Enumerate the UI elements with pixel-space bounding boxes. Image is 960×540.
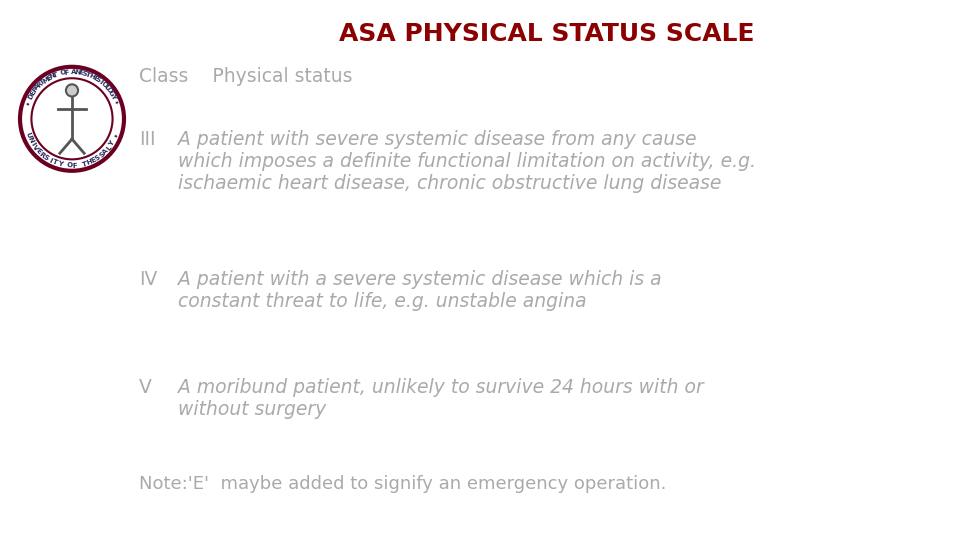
Text: L: L: [103, 84, 110, 91]
Text: S: S: [42, 154, 50, 161]
Text: N: N: [74, 69, 81, 76]
Text: F: F: [63, 69, 69, 76]
Text: IV: IV: [139, 270, 157, 289]
Text: R: R: [38, 151, 46, 159]
Text: S: S: [94, 76, 102, 84]
Text: O: O: [66, 163, 73, 168]
Text: F: F: [72, 163, 77, 168]
Text: T: T: [53, 71, 60, 79]
Text: H: H: [87, 72, 96, 80]
Text: ASA PHYSICAL STATUS SCALE: ASA PHYSICAL STATUS SCALE: [340, 22, 755, 45]
Text: V: V: [139, 378, 152, 397]
Text: O: O: [105, 86, 113, 94]
Text: E: E: [91, 74, 99, 82]
Text: A: A: [102, 147, 109, 156]
Text: V: V: [32, 144, 39, 152]
Text: III: III: [139, 130, 156, 148]
Text: E: E: [29, 89, 36, 97]
Text: Y: Y: [108, 140, 115, 147]
Ellipse shape: [34, 80, 110, 157]
Text: T: T: [84, 71, 91, 79]
Text: G: G: [107, 89, 115, 97]
Text: U: U: [24, 131, 32, 138]
Text: E: E: [45, 74, 53, 82]
Text: •: •: [112, 100, 120, 106]
Text: D: D: [27, 92, 36, 100]
Circle shape: [66, 84, 78, 97]
Text: L: L: [105, 144, 112, 151]
Text: •: •: [112, 132, 120, 138]
Text: I: I: [48, 157, 53, 164]
Text: A: A: [71, 69, 77, 75]
Text: A moribund patient, unlikely to survive 24 hours with or
without surgery: A moribund patient, unlikely to survive …: [178, 378, 704, 419]
Text: O: O: [60, 69, 66, 77]
Text: •: •: [24, 100, 32, 106]
Text: M: M: [41, 76, 51, 84]
Text: E: E: [90, 157, 97, 164]
Text: A patient with severe systemic disease from any cause
which imposes a definite f: A patient with severe systemic disease f…: [178, 130, 756, 193]
Text: T: T: [39, 78, 47, 86]
Text: H: H: [85, 159, 93, 166]
Text: O: O: [100, 80, 108, 89]
Text: Y: Y: [109, 92, 117, 100]
Text: S: S: [98, 151, 106, 159]
Text: T: T: [81, 160, 87, 167]
Text: E: E: [35, 148, 42, 156]
Text: A: A: [34, 83, 41, 91]
Text: E: E: [79, 70, 84, 76]
Text: Y: Y: [57, 160, 63, 167]
Text: Note:'E'  maybe added to signify an emergency operation.: Note:'E' maybe added to signify an emerg…: [139, 475, 666, 493]
Text: N: N: [26, 136, 34, 143]
Text: I: I: [98, 79, 104, 85]
Text: A patient with a severe systemic disease which is a
constant threat to life, e.g: A patient with a severe systemic disease…: [178, 270, 661, 311]
Text: S: S: [82, 70, 88, 77]
Text: Class    Physical status: Class Physical status: [139, 68, 352, 86]
Ellipse shape: [20, 67, 124, 171]
Text: I: I: [29, 141, 36, 146]
Text: R: R: [36, 80, 44, 89]
Text: P: P: [32, 86, 39, 94]
Text: T: T: [52, 159, 59, 166]
Text: S: S: [94, 154, 102, 161]
Text: N: N: [48, 72, 57, 80]
